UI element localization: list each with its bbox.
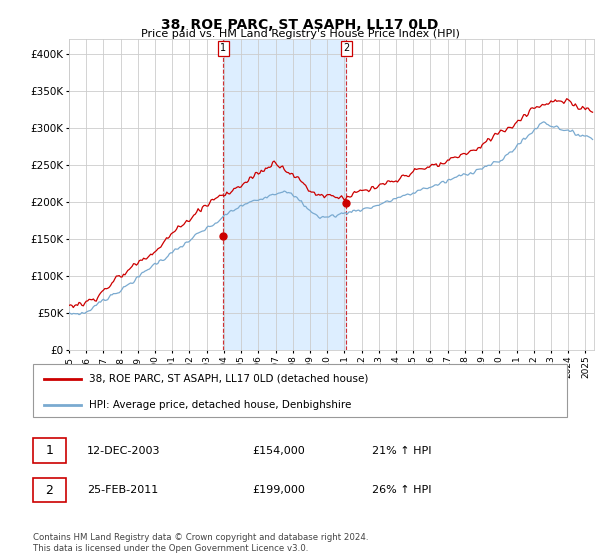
Text: 21% ↑ HPI: 21% ↑ HPI bbox=[372, 446, 431, 456]
Text: 1: 1 bbox=[46, 444, 53, 458]
Text: 38, ROE PARC, ST ASAPH, LL17 0LD: 38, ROE PARC, ST ASAPH, LL17 0LD bbox=[161, 18, 439, 32]
Text: 1: 1 bbox=[220, 43, 226, 53]
Text: £154,000: £154,000 bbox=[252, 446, 305, 456]
Text: 2: 2 bbox=[46, 483, 53, 497]
Text: Contains HM Land Registry data © Crown copyright and database right 2024.
This d: Contains HM Land Registry data © Crown c… bbox=[33, 533, 368, 553]
Text: HPI: Average price, detached house, Denbighshire: HPI: Average price, detached house, Denb… bbox=[89, 400, 352, 410]
Text: 25-FEB-2011: 25-FEB-2011 bbox=[87, 485, 158, 495]
Bar bbox=[223, 39, 346, 350]
Text: 38, ROE PARC, ST ASAPH, LL17 0LD (detached house): 38, ROE PARC, ST ASAPH, LL17 0LD (detach… bbox=[89, 374, 368, 384]
Text: 26% ↑ HPI: 26% ↑ HPI bbox=[372, 485, 431, 495]
Text: Price paid vs. HM Land Registry's House Price Index (HPI): Price paid vs. HM Land Registry's House … bbox=[140, 29, 460, 39]
Text: 12-DEC-2003: 12-DEC-2003 bbox=[87, 446, 161, 456]
Text: £199,000: £199,000 bbox=[252, 485, 305, 495]
Text: 2: 2 bbox=[343, 43, 350, 53]
